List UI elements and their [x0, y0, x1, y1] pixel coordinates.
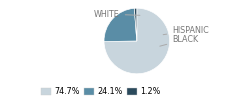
Text: WHITE: WHITE [94, 10, 140, 19]
Wedge shape [104, 8, 137, 42]
Wedge shape [104, 8, 170, 74]
Text: BLACK: BLACK [160, 35, 198, 46]
Legend: 74.7%, 24.1%, 1.2%: 74.7%, 24.1%, 1.2% [41, 87, 161, 96]
Wedge shape [134, 8, 137, 41]
Text: HISPANIC: HISPANIC [163, 26, 209, 35]
